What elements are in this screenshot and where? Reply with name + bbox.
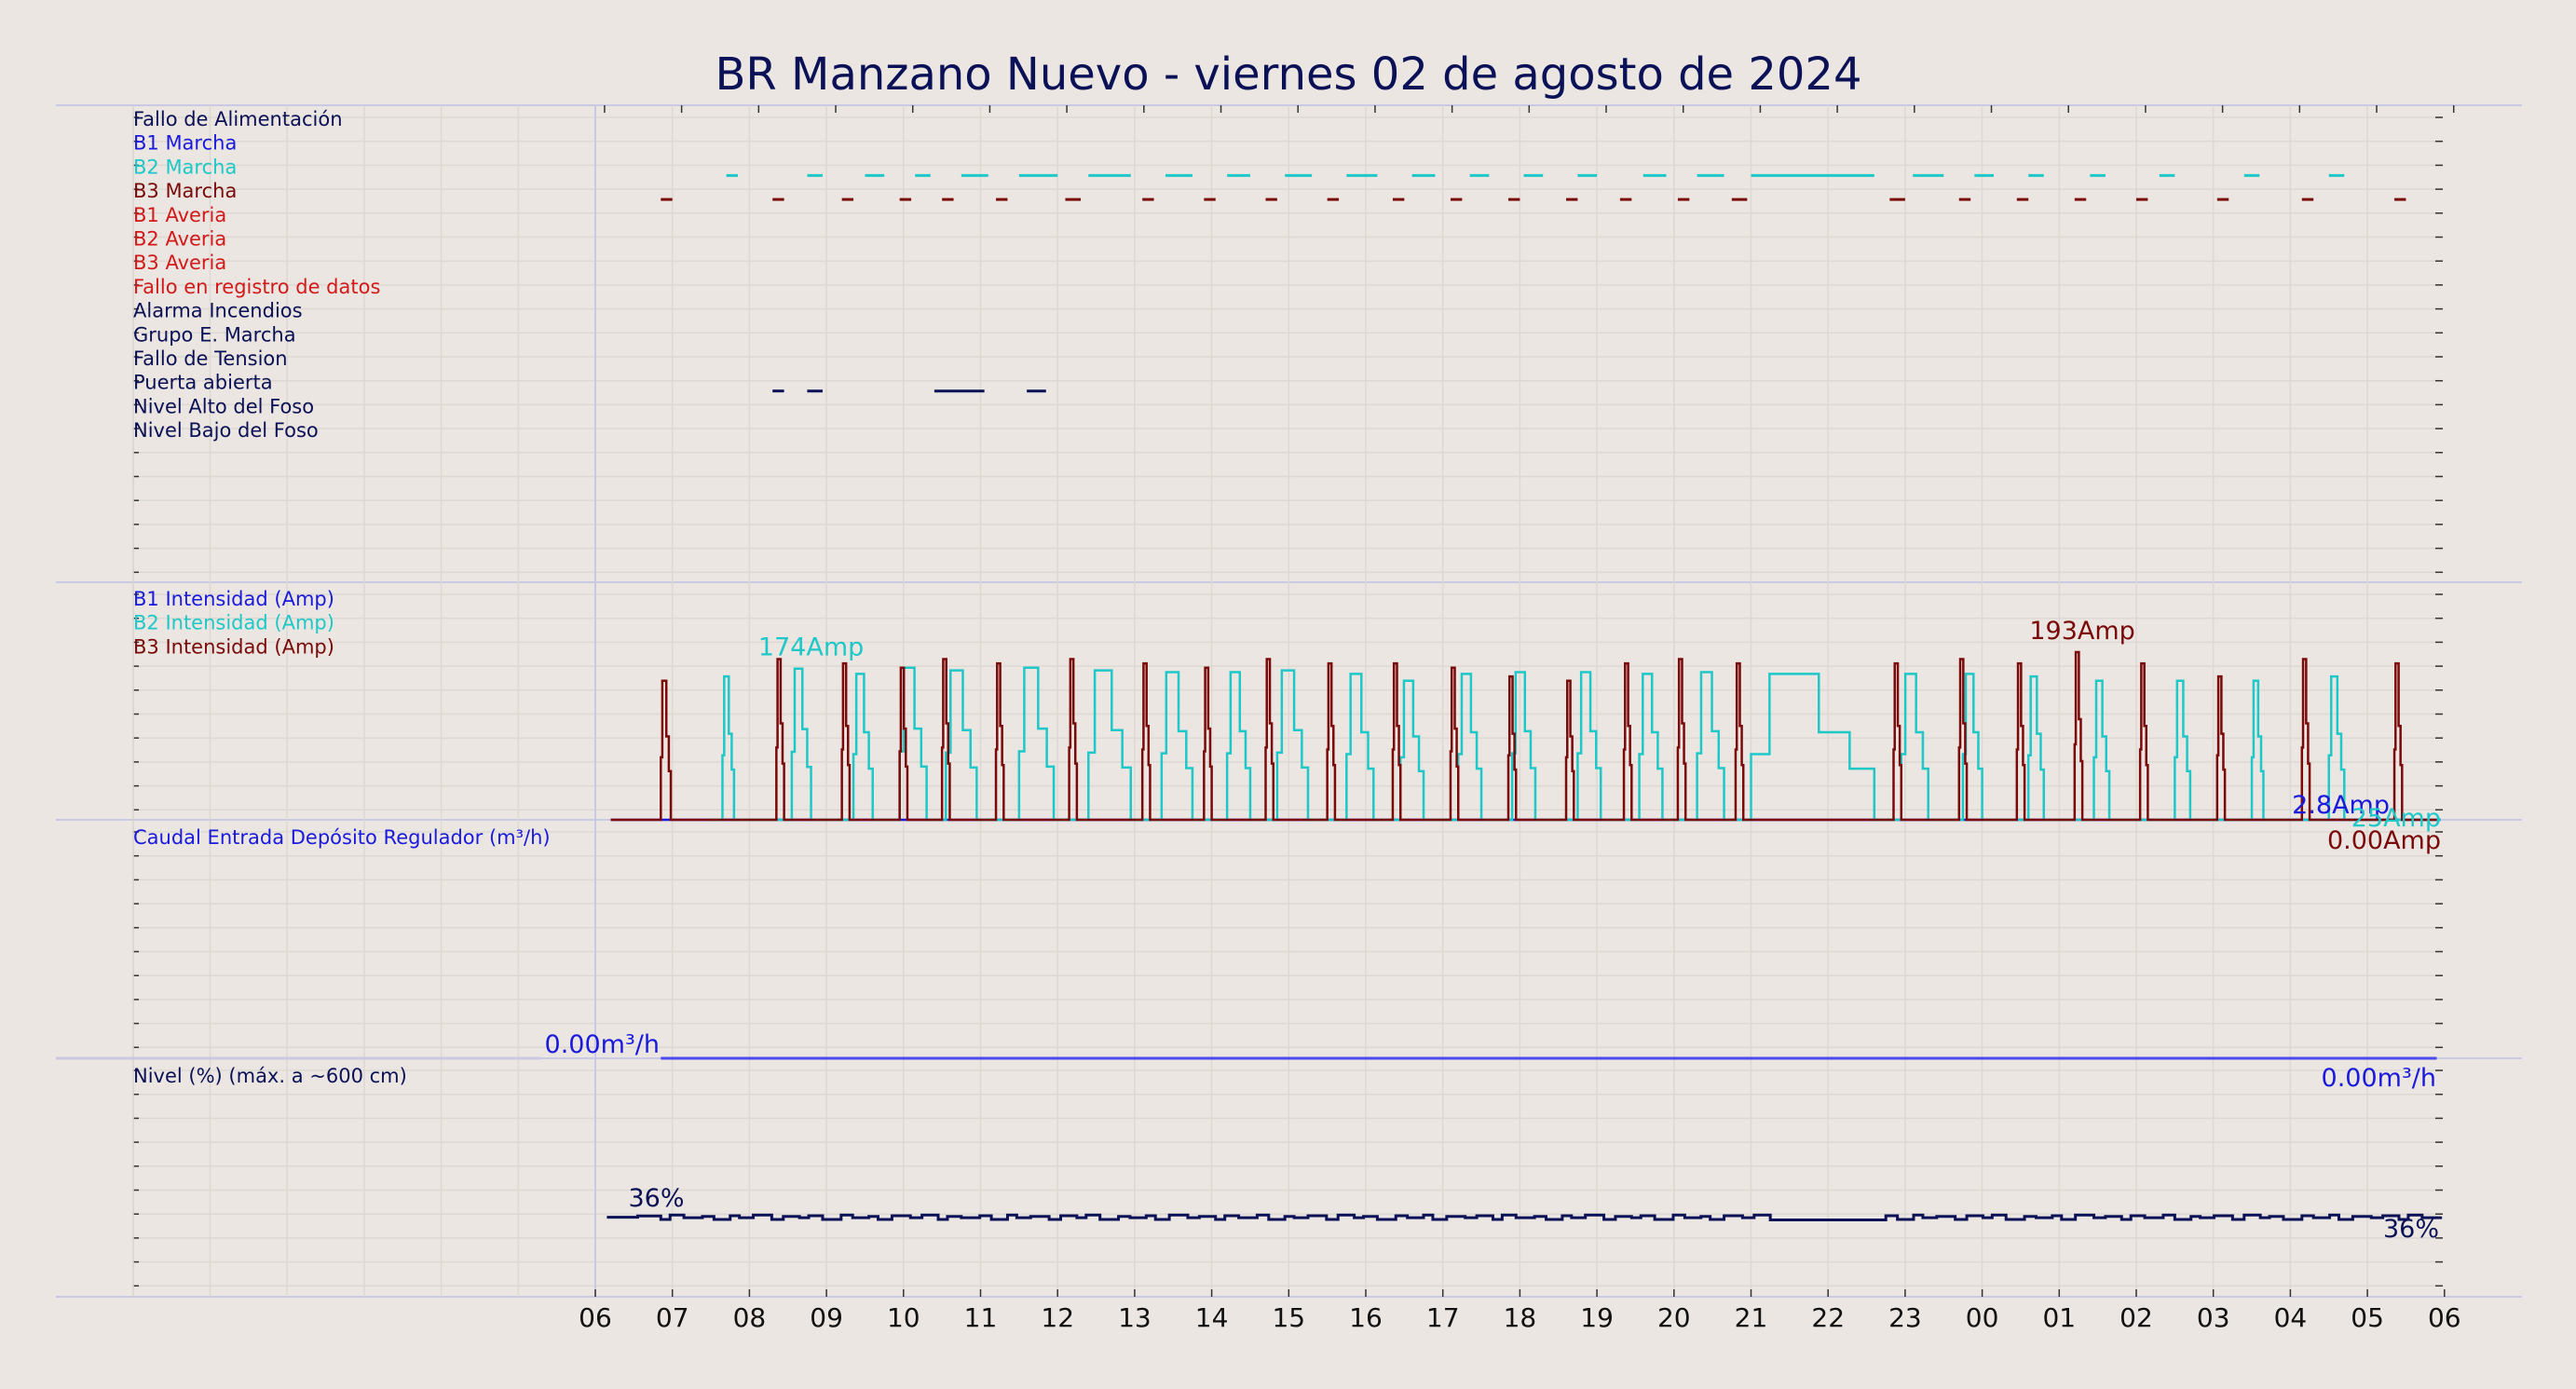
x-tick-label: 23 xyxy=(1888,1302,1922,1333)
signal-label: Nivel Alto del Foso xyxy=(133,395,314,417)
signal-label: B1 Averia xyxy=(133,204,226,226)
x-tick-label: 03 xyxy=(2197,1302,2230,1333)
signal-label: Nivel Bajo del Foso xyxy=(133,419,319,442)
x-tick-label: 22 xyxy=(1811,1302,1845,1333)
signal-label: Fallo de Alimentación xyxy=(133,108,343,130)
flow-end-label: 0.00m³/h xyxy=(2322,1064,2436,1093)
flow-start-label: 0.00m³/h xyxy=(545,1030,660,1059)
flow-panel: Caudal Entrada Depósito Regulador (m³/h)… xyxy=(56,826,2437,1093)
x-tick-label: 12 xyxy=(1041,1302,1074,1333)
b3-current-line xyxy=(610,650,2437,822)
x-tick-label: 09 xyxy=(810,1302,843,1333)
b1-end-label: 2.8Amp xyxy=(2292,791,2390,820)
x-tick-label: 19 xyxy=(1580,1302,1614,1333)
x-tick-label: 17 xyxy=(1426,1302,1460,1333)
signal-label: Alarma Incendios xyxy=(133,300,303,322)
x-tick-label: 10 xyxy=(887,1302,920,1333)
series-legend-label: B3 Intensidad (Amp) xyxy=(133,635,334,658)
signal-label: Fallo en registro de datos xyxy=(133,276,380,298)
x-tick-label: 06 xyxy=(579,1302,612,1333)
signal-label: Fallo de Tension xyxy=(133,347,288,370)
signal-label: B2 Averia xyxy=(133,228,226,251)
x-tick-label: 11 xyxy=(964,1302,998,1333)
x-tick-label: 02 xyxy=(2119,1302,2153,1333)
series-legend-label: B1 Intensidad (Amp) xyxy=(133,588,334,610)
level-end-label: 36% xyxy=(2383,1215,2439,1244)
peak-annotation: 193Amp xyxy=(2029,617,2134,646)
level-start-label: 36% xyxy=(628,1184,684,1213)
x-tick-label: 00 xyxy=(1966,1302,1999,1333)
x-axis: 06 07 08 09 10 11 12 13 14 15 16 17 18 19 20 21 22 23 00 01… xyxy=(579,1289,2461,1333)
x-tick-label: 20 xyxy=(1657,1302,1691,1333)
b2-current-line xyxy=(711,666,2441,822)
x-tick-label: 05 xyxy=(2351,1302,2384,1333)
signal-label: B3 Marcha xyxy=(133,180,237,202)
b2-end-label: 25Amp xyxy=(2351,804,2441,833)
x-tick-label: 14 xyxy=(1195,1302,1229,1333)
x-tick-label: 13 xyxy=(1118,1302,1152,1333)
x-tick-label: 21 xyxy=(1735,1302,1768,1333)
signal-label: Puerta abierta xyxy=(133,372,273,394)
x-tick-label: 16 xyxy=(1349,1302,1383,1333)
signal-label: B1 Marcha xyxy=(133,132,237,155)
current-panel: B1 Intensidad (Amp)B2 Intensidad (Amp)B3… xyxy=(133,588,2441,855)
series-legend-label: B2 Intensidad (Amp) xyxy=(133,612,334,634)
x-tick-label: 06 xyxy=(2428,1302,2461,1333)
level-line xyxy=(607,1213,2443,1222)
signal-label: B2 Marcha xyxy=(133,156,237,178)
x-tick-label: 07 xyxy=(656,1302,689,1333)
chart-title: BR Manzano Nuevo - viernes 02 de agosto … xyxy=(715,48,1861,101)
x-tick-label: 04 xyxy=(2274,1302,2308,1333)
level-panel: Nivel (%) (máx. a ~600 cm) 36% 36% xyxy=(133,1065,2443,1244)
x-tick-label: 18 xyxy=(1504,1302,1537,1333)
signal-label: B3 Averia xyxy=(133,252,226,274)
peak-annotation: 174Amp xyxy=(758,633,864,662)
x-tick-label: 01 xyxy=(2042,1302,2076,1333)
x-tick-label: 08 xyxy=(733,1302,767,1333)
x-tick-label: 15 xyxy=(1272,1302,1305,1333)
b3-end-label: 0.00Amp xyxy=(2327,826,2441,855)
flow-axis-label: Caudal Entrada Depósito Regulador (m³/h) xyxy=(133,826,551,849)
signal-label: Grupo E. Marcha xyxy=(133,323,296,346)
level-axis-label: Nivel (%) (máx. a ~600 cm) xyxy=(133,1065,407,1087)
